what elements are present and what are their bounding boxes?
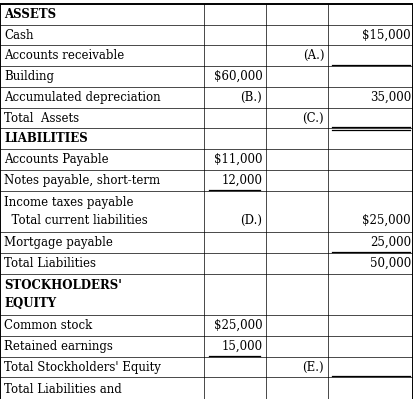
Text: $11,000: $11,000 [214,153,262,166]
Text: (D.): (D.) [240,214,262,227]
Text: 25,000: 25,000 [370,236,411,249]
Text: (C.): (C.) [303,112,324,124]
Text: Cash: Cash [4,29,33,41]
Text: 35,000: 35,000 [370,91,411,104]
Text: STOCKHOLDERS': STOCKHOLDERS' [4,279,122,292]
Text: Mortgage payable: Mortgage payable [4,236,113,249]
Text: (E.): (E.) [303,361,324,373]
Text: Total Liabilities: Total Liabilities [4,257,96,270]
Text: Income taxes payable: Income taxes payable [4,196,134,209]
Text: LIABILITIES: LIABILITIES [4,132,88,145]
Text: 50,000: 50,000 [370,257,411,270]
Text: Total Stockholders' Equity: Total Stockholders' Equity [4,361,161,373]
Text: EQUITY: EQUITY [4,297,56,310]
Text: Building: Building [4,70,54,83]
Text: $25,000: $25,000 [362,214,411,227]
Text: Common stock: Common stock [4,319,93,332]
Text: ASSETS: ASSETS [4,8,56,21]
Text: Retained earnings: Retained earnings [4,340,113,353]
Text: (B.): (B.) [240,91,262,104]
Text: Accounts receivable: Accounts receivable [4,49,124,62]
Text: (A.): (A.) [303,49,324,62]
Text: $25,000: $25,000 [214,319,262,332]
Text: Notes payable, short-term: Notes payable, short-term [4,174,160,187]
Text: 15,000: 15,000 [221,340,262,353]
Text: $15,000: $15,000 [362,29,411,41]
Text: Total current liabilities: Total current liabilities [4,214,148,227]
Text: Total Liabilities and: Total Liabilities and [4,383,122,395]
Text: 12,000: 12,000 [221,174,262,187]
Text: Accumulated depreciation: Accumulated depreciation [4,91,161,104]
Text: Total  Assets: Total Assets [4,112,79,124]
Text: Accounts Payable: Accounts Payable [4,153,109,166]
Text: $60,000: $60,000 [214,70,262,83]
